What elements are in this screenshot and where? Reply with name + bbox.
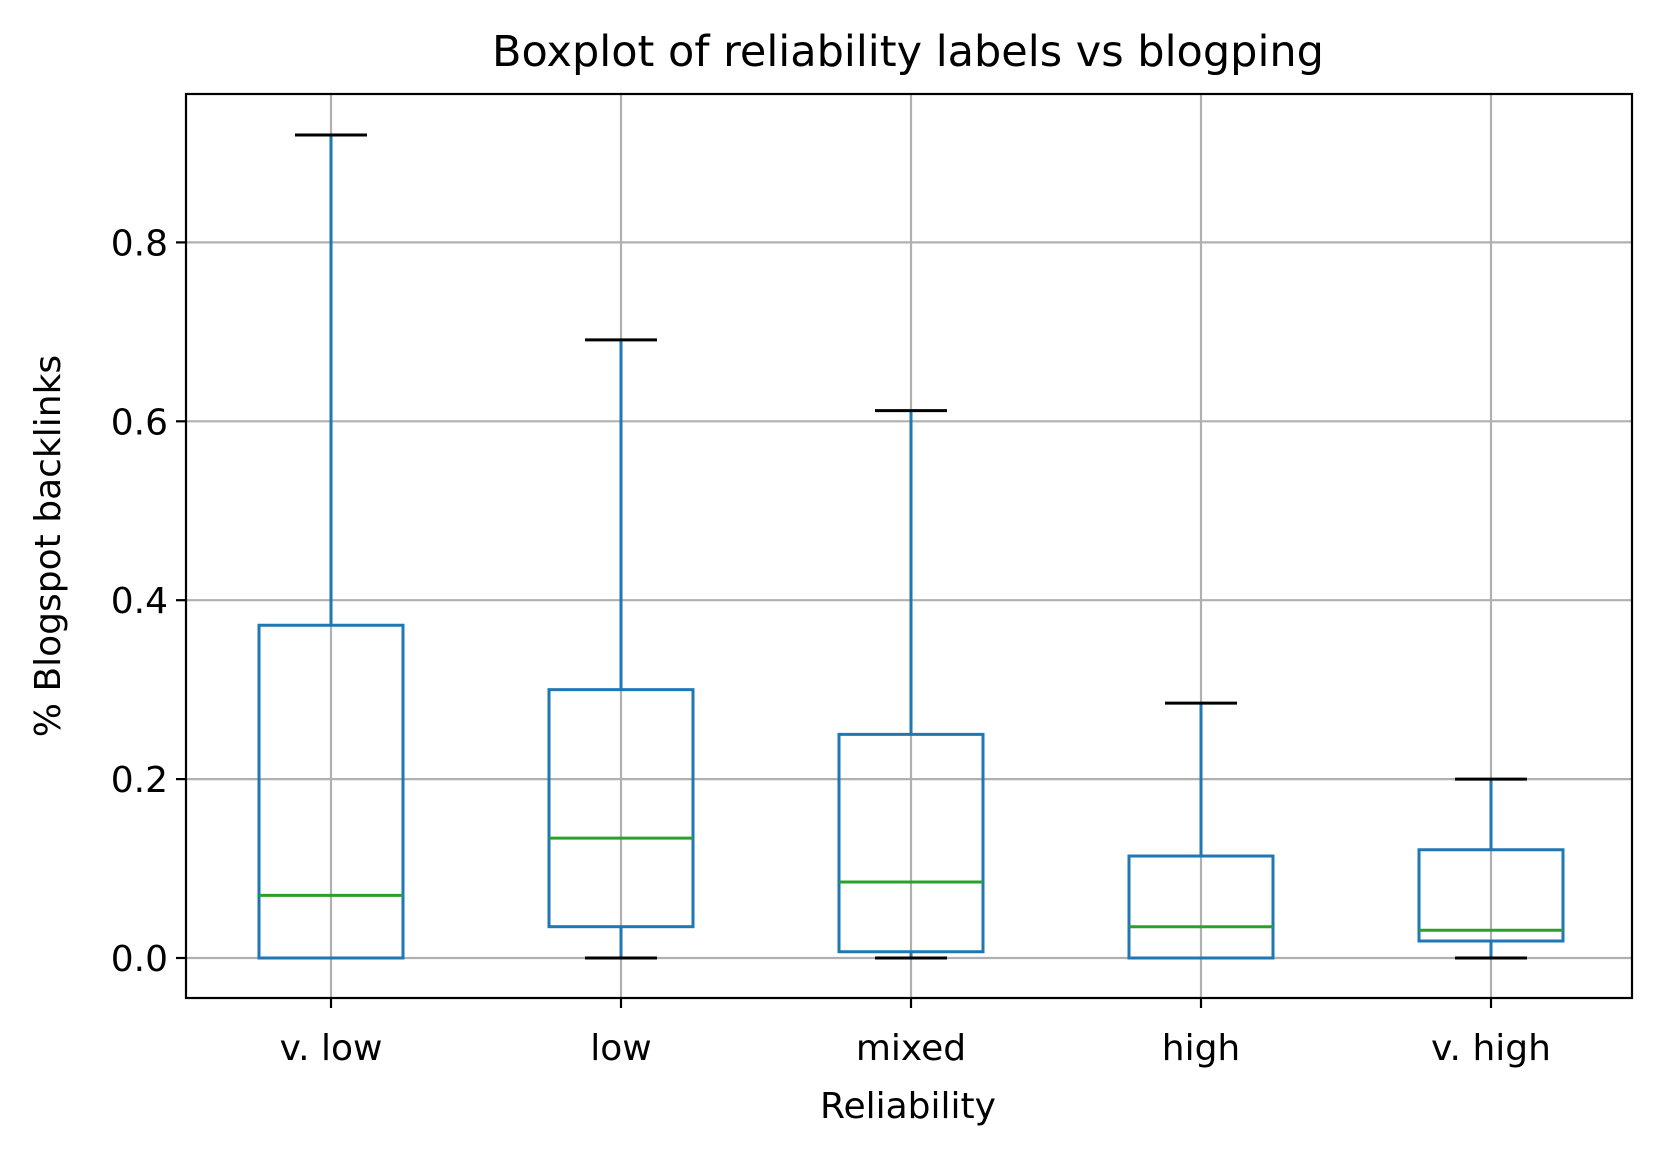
iqr-box bbox=[257, 623, 405, 960]
y-tick-label: 0.6 bbox=[111, 402, 168, 443]
y-axis-label: % Blogspot backlinks bbox=[28, 355, 69, 737]
x-tick-label: low bbox=[590, 1028, 651, 1069]
chart-title: Boxplot of reliability labels vs blogpin… bbox=[492, 27, 1324, 77]
y-tick-label: 0.0 bbox=[111, 939, 168, 980]
x-axis-label: Reliability bbox=[820, 1086, 996, 1127]
y-tick-label: 0.4 bbox=[111, 581, 168, 622]
x-tick-label: mixed bbox=[856, 1028, 966, 1069]
box-group bbox=[837, 409, 985, 960]
x-tick-label: high bbox=[1162, 1028, 1241, 1069]
x-tick-label: v. low bbox=[280, 1028, 383, 1069]
iqr-box bbox=[1127, 854, 1275, 960]
y-tick-label: 0.2 bbox=[111, 760, 168, 801]
axis-ticks: 0.0 0.2 0.4 0.6 0.8 v. low low mixed high v. high bbox=[111, 223, 1551, 1069]
iqr-box bbox=[1417, 848, 1565, 943]
box-group bbox=[257, 133, 405, 960]
box-group bbox=[1417, 777, 1565, 960]
plot-area-frame bbox=[184, 92, 1634, 1000]
x-tick-label: v. high bbox=[1431, 1028, 1551, 1069]
box-group bbox=[1127, 701, 1275, 960]
iqr-box bbox=[837, 732, 985, 954]
boxes bbox=[257, 133, 1565, 960]
iqr-box bbox=[547, 688, 695, 929]
y-tick-label: 0.8 bbox=[111, 223, 168, 264]
box-group bbox=[547, 338, 695, 960]
